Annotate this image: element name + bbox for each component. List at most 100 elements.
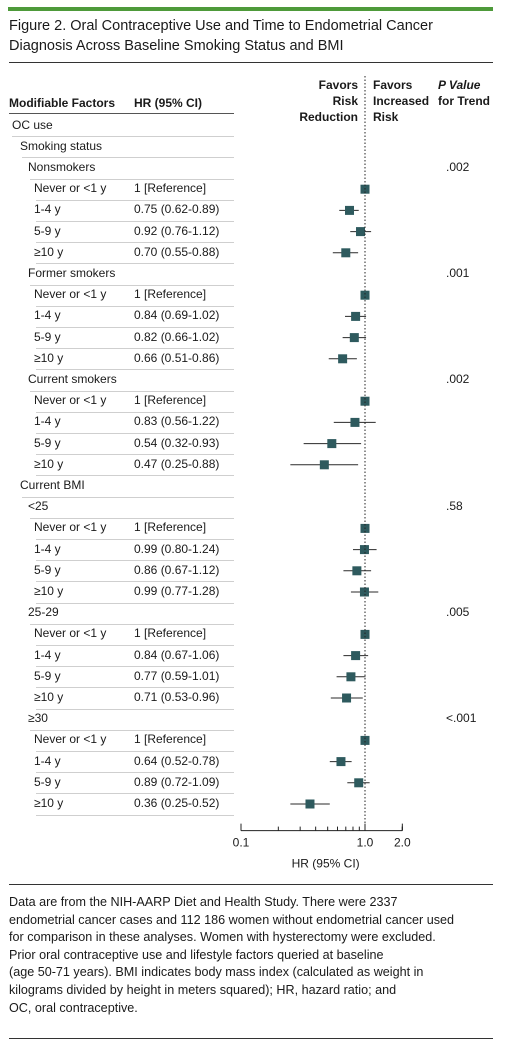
- row-label: OC use: [12, 117, 53, 132]
- hr-point: [345, 205, 355, 215]
- header-pvalue-line-2: for Trend: [438, 94, 491, 108]
- x-axis-label: HR (95% CI): [292, 857, 360, 871]
- hr-point: [346, 672, 356, 682]
- row-label: Smoking status: [20, 138, 103, 153]
- row-separator: [30, 623, 234, 625]
- row-separator: [30, 729, 234, 731]
- p-value: .001: [446, 266, 470, 280]
- row-label: 5-9 y: [34, 668, 61, 683]
- row-label: ≥10 y: [34, 244, 64, 259]
- row-label: 1-4 y: [34, 647, 61, 662]
- header-pvalue: P Value for Trend: [438, 77, 490, 109]
- row-separator: [36, 560, 234, 562]
- header-favors-reduction-line-1: Favors: [318, 78, 358, 92]
- hr-point: [352, 566, 362, 576]
- header-pvalue-line-1: P Value: [438, 78, 481, 92]
- footnote-line: Prior oral contraceptive use and lifesty…: [9, 947, 384, 962]
- footnote-line: OC, oral contraceptive.: [9, 1000, 138, 1015]
- row-hr-ci: 0.66 (0.51-0.86): [134, 350, 220, 365]
- hr-point: [356, 227, 366, 237]
- p-value: .58: [446, 499, 463, 514]
- row-hr-ci: 0.86 (0.67-1.12): [134, 562, 220, 577]
- row-hr-ci: 1 [Reference]: [134, 626, 207, 641]
- row-separator: [36, 602, 234, 604]
- footnote: Data are from the NIH-AARP Diet and Heal…: [9, 894, 499, 1017]
- row-hr-ci: 0.83 (0.56-1.22): [134, 414, 220, 429]
- hr-point: [305, 799, 315, 809]
- row-label: Never or <1 y: [34, 287, 107, 302]
- row-label: Nonsmokers: [28, 160, 96, 174]
- footnote-line: Data are from the NIH-AARP Diet and Heal…: [9, 895, 398, 909]
- row-label: Never or <1 y: [34, 732, 107, 747]
- row-hr-ci: 0.84 (0.67-1.06): [134, 647, 220, 662]
- row-hr-ci: 0.99 (0.77-1.28): [134, 584, 220, 598]
- row-hr-ci: 0.36 (0.25-0.52): [134, 796, 220, 810]
- footnote-line: endometrial cancer cases and 112 186 wom…: [9, 912, 455, 927]
- row-separator: [36, 751, 234, 752]
- row-label: 5-9 y: [34, 562, 61, 577]
- row-separator: [36, 708, 234, 710]
- row-label: ≥10 y: [34, 456, 64, 471]
- hr-point: [327, 439, 337, 449]
- row-separator: [36, 645, 234, 646]
- row-hr-ci: 0.70 (0.55-0.88): [134, 244, 220, 259]
- row-separator: [36, 305, 234, 307]
- figure-title-line-2: Diagnosis Across Baseline Smoking Status…: [9, 38, 344, 54]
- footnote-line: kilograms divided by height in meters sq…: [9, 982, 397, 997]
- row-separator: [36, 411, 234, 413]
- row-separator: [36, 433, 234, 434]
- row-separator: [36, 242, 234, 244]
- header-favors-increased: Favors Increased Risk: [373, 77, 429, 125]
- row-label: Never or <1 y: [34, 181, 107, 196]
- x-tick-label: 1.0: [357, 836, 374, 850]
- figure-title-line-1: Figure 2. Oral Contraceptive Use and Tim…: [9, 18, 433, 34]
- hr-point: [351, 651, 361, 661]
- row-hr-ci: 1 [Reference]: [134, 732, 207, 747]
- row-separator: [36, 772, 234, 774]
- row-label: Never or <1 y: [34, 520, 107, 535]
- row-separator: [36, 666, 234, 668]
- row-label: Never or <1 y: [34, 626, 107, 641]
- figure-top-bar: [8, 7, 493, 11]
- row-label: 5-9 y: [34, 435, 61, 450]
- row-label: ≥10 y: [34, 690, 64, 704]
- row-separator: [22, 157, 234, 159]
- p-value: .002: [446, 372, 470, 386]
- row-hr-ci: 0.89 (0.72-1.09): [134, 774, 220, 789]
- footnote-line: (age 50-71 years). BMI indicates body ma…: [9, 965, 424, 980]
- row-hr-ci: 0.92 (0.76-1.12): [134, 223, 220, 238]
- hr-point: [341, 248, 351, 258]
- row-hr-ci: 1 [Reference]: [134, 287, 207, 302]
- row-label: 1-4 y: [34, 753, 61, 768]
- row-label: ≥30: [28, 711, 48, 726]
- hr-point: [360, 290, 370, 300]
- row-hr-ci: 0.75 (0.62-0.89): [134, 202, 220, 217]
- row-separator: [30, 517, 234, 519]
- row-separator: [36, 814, 234, 816]
- row-separator: [36, 475, 234, 477]
- row-hr-ci: 0.54 (0.32-0.93): [134, 435, 220, 450]
- figure-title: Figure 2. Oral Contraceptive Use and Tim…: [9, 16, 499, 56]
- header-favors-increased-line-1: Favors: [373, 78, 413, 92]
- row-hr-ci: 0.99 (0.80-1.24): [134, 541, 220, 556]
- row-hr-ci: 0.47 (0.25-0.88): [134, 456, 220, 471]
- footnote-top-rule: [9, 884, 493, 885]
- hr-point: [354, 778, 364, 788]
- row-label: 25-29: [28, 605, 59, 620]
- row-label: <25: [28, 499, 49, 514]
- hr-point: [338, 354, 348, 364]
- p-value: .005: [446, 605, 470, 620]
- row-separator: [36, 793, 234, 795]
- row-separator: [36, 348, 234, 350]
- row-label: Current BMI: [20, 478, 85, 492]
- row-separator: [22, 496, 234, 498]
- row-separator: [12, 136, 234, 138]
- x-tick-label: 2.0: [394, 836, 411, 850]
- row-separator: [30, 178, 234, 180]
- header-favors-reduction-line-3: Reduction: [299, 110, 358, 124]
- row-hr-ci: 0.71 (0.53-0.96): [134, 690, 220, 704]
- header-favors-reduction-line-2: Risk: [332, 94, 358, 108]
- hr-point: [319, 460, 329, 470]
- hr-point: [360, 629, 370, 639]
- header-favors-increased-line-3: Risk: [373, 110, 399, 124]
